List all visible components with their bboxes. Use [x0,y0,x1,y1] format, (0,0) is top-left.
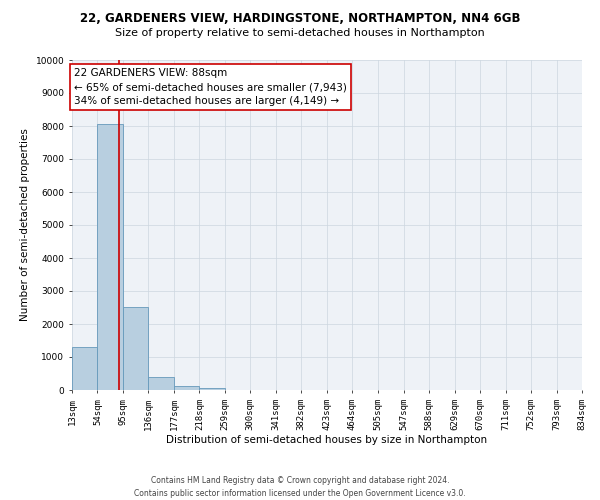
Bar [123,307,148,390]
Bar [148,378,174,390]
Bar [174,386,199,390]
Text: Size of property relative to semi-detached houses in Northampton: Size of property relative to semi-detach… [115,28,485,38]
Bar [72,347,97,390]
Text: 22, GARDENERS VIEW, HARDINGSTONE, NORTHAMPTON, NN4 6GB: 22, GARDENERS VIEW, HARDINGSTONE, NORTHA… [80,12,520,26]
X-axis label: Distribution of semi-detached houses by size in Northampton: Distribution of semi-detached houses by … [166,436,488,446]
Y-axis label: Number of semi-detached properties: Number of semi-detached properties [20,128,30,322]
Text: 22 GARDENERS VIEW: 88sqm
← 65% of semi-detached houses are smaller (7,943)
34% o: 22 GARDENERS VIEW: 88sqm ← 65% of semi-d… [74,68,347,106]
Bar [199,388,225,390]
Text: Contains HM Land Registry data © Crown copyright and database right 2024.
Contai: Contains HM Land Registry data © Crown c… [134,476,466,498]
Bar [97,124,123,390]
